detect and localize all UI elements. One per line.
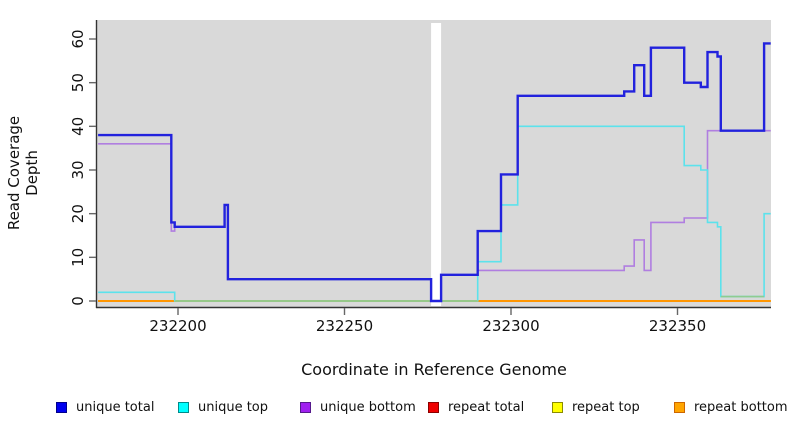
legend-label: unique bottom: [320, 399, 416, 415]
series-unique-total: [98, 42, 771, 303]
x-tick-label: 232250: [316, 317, 373, 335]
legend-swatch: [674, 401, 685, 413]
y-tick-label: 20: [69, 204, 87, 223]
legend-label: repeat total: [448, 399, 525, 415]
series-unique-top: [98, 125, 771, 302]
legend-item-unique-bottom: unique bottom: [300, 399, 416, 415]
legend-item-unique-total: unique total: [56, 399, 154, 415]
legend-label: repeat top: [572, 399, 640, 415]
y-tick-label: 10: [69, 248, 87, 267]
legend-item-repeat-bottom: repeat bottom: [674, 399, 788, 415]
legend-label: unique total: [76, 399, 155, 415]
legend-swatch: [300, 401, 311, 413]
missing-data-gap: [431, 23, 442, 306]
legend-item-repeat-total: repeat total: [428, 399, 524, 415]
legend-item-unique-top: unique top: [178, 399, 268, 415]
x-tick-label: 232200: [149, 317, 206, 335]
y-tick-label: 50: [69, 73, 87, 92]
y-tick-label: 40: [69, 117, 87, 136]
x-tick-label: 232300: [482, 317, 539, 335]
y-axis-label: Read Coverage Depth: [5, 115, 41, 231]
legend-label: unique top: [198, 399, 269, 415]
legend-label: repeat bottom: [694, 399, 788, 415]
legend-swatch: [178, 401, 189, 413]
legend-swatch: [552, 401, 563, 413]
legend-swatch: [428, 401, 439, 413]
x-axis-label: Coordinate in Reference Genome: [301, 360, 567, 379]
legend-item-repeat-top: repeat top: [552, 399, 640, 415]
legend-swatch: [56, 401, 67, 413]
x-tick-label: 232350: [649, 317, 706, 335]
y-tick-label: 60: [69, 29, 87, 48]
y-tick-label: 0: [69, 296, 87, 306]
y-tick-label: 30: [69, 160, 87, 179]
